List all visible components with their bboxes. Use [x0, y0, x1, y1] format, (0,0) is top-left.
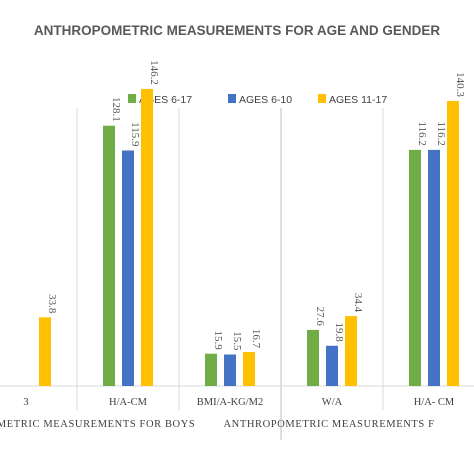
bar	[307, 329, 319, 386]
chart-legend: AGES 6-17 AGES 6-10 AGES 11-17	[128, 94, 387, 106]
category-label: H/A- CM	[414, 397, 455, 408]
category-label: W/A	[322, 397, 343, 408]
bar	[409, 149, 421, 386]
data-label: 116.2	[435, 122, 447, 146]
bar	[224, 354, 236, 386]
bar	[103, 125, 115, 386]
bar	[141, 88, 153, 386]
category-label: 3	[23, 397, 28, 408]
bar	[428, 149, 440, 386]
legend-swatch	[128, 94, 136, 103]
data-label: 27.6	[314, 307, 326, 327]
bar	[39, 317, 51, 386]
bar	[205, 353, 217, 386]
bar	[345, 316, 357, 386]
category-label: H/A-CM	[109, 397, 148, 408]
data-label: 33.8	[46, 294, 58, 314]
chart-title: ANTHROPOMETRIC MEASUREMENTS FOR AGE AND …	[34, 23, 441, 38]
legend-swatch	[228, 94, 236, 103]
data-label: 34.4	[352, 293, 364, 313]
data-label: 115.9	[129, 122, 141, 147]
data-label: 146.2	[148, 60, 160, 85]
group-label: ÓMETRIC MEASUREMENTS FOR BOYS	[0, 418, 195, 430]
bar	[243, 352, 255, 386]
data-label: 116.2	[416, 122, 428, 146]
bar	[122, 150, 134, 386]
data-label: 128.1	[110, 97, 122, 122]
data-label: 15.9	[212, 330, 224, 350]
plot-area: 128.115.927.6116.216.4115.915.519.8116.2…	[0, 60, 474, 440]
data-label: 140.3	[454, 72, 466, 97]
bar	[326, 345, 338, 386]
data-label: 16.7	[250, 329, 262, 349]
bar	[447, 100, 459, 386]
data-label: 19.8	[333, 323, 345, 343]
group-label: ANTHROPOMETRIC MEASUREMENTS F	[223, 419, 434, 430]
legend-entry: AGES 11-17	[329, 94, 387, 106]
legend-swatch	[318, 94, 326, 103]
legend-entry: AGES 6-10	[239, 94, 292, 106]
data-label: 15.5	[231, 331, 243, 351]
category-label: BMI/A-KG/M2	[197, 397, 264, 408]
